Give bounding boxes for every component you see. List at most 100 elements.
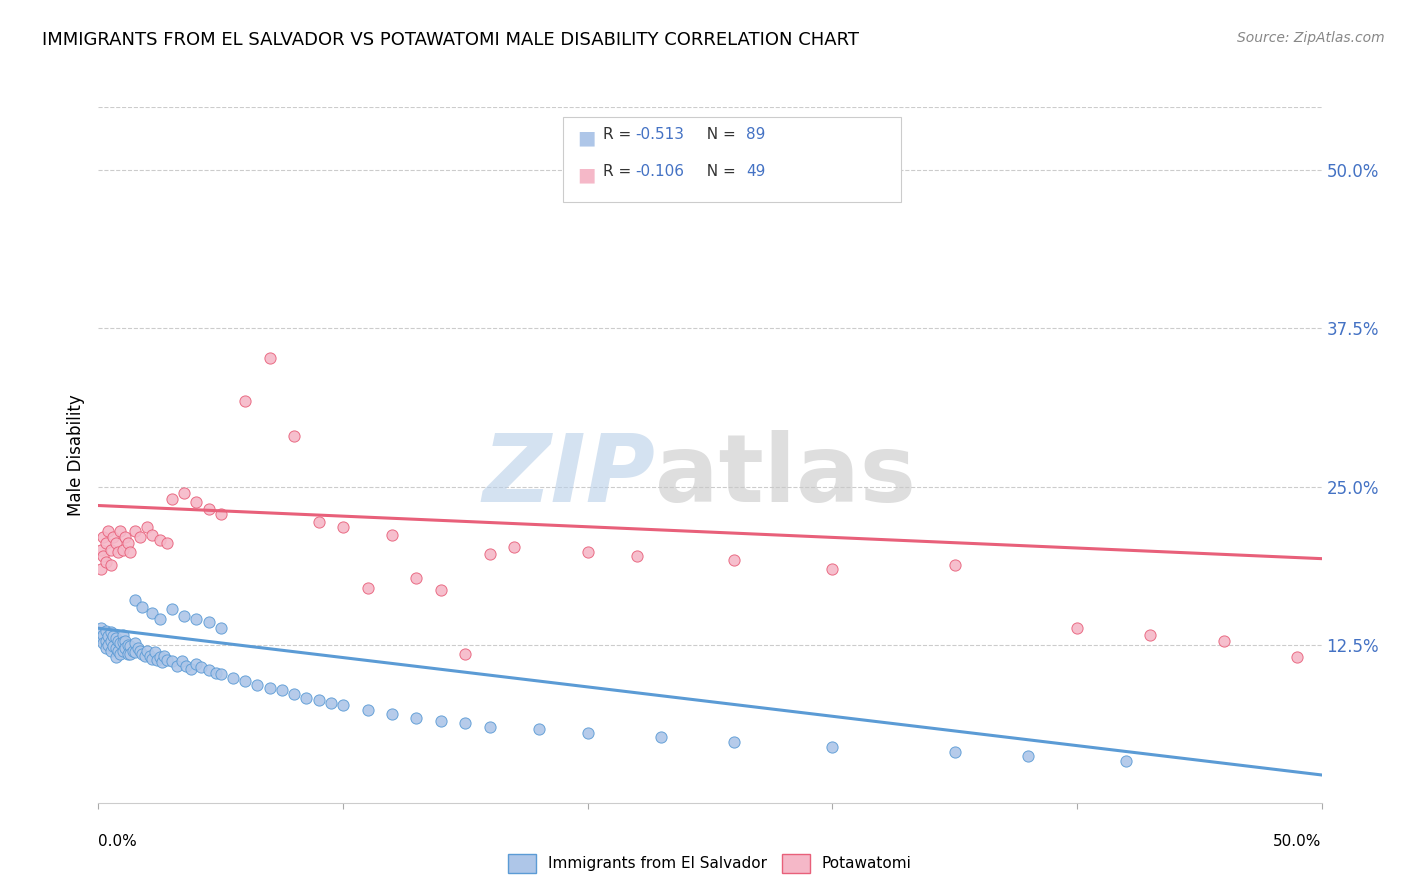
Point <box>222 671 245 685</box>
Point <box>503 541 526 555</box>
Point <box>124 636 146 650</box>
Point <box>124 593 146 607</box>
Point <box>205 665 228 680</box>
Point <box>1115 754 1137 768</box>
Legend: Immigrants from El Salvador, Potawatomi: Immigrants from El Salvador, Potawatomi <box>502 847 918 879</box>
Text: -0.106: -0.106 <box>636 164 683 179</box>
Point <box>120 647 142 661</box>
Text: ZIP: ZIP <box>482 430 655 522</box>
Point <box>153 648 176 663</box>
Point <box>101 639 124 653</box>
Point <box>186 612 208 626</box>
Point <box>233 393 256 408</box>
Point <box>90 621 112 635</box>
Point <box>1212 633 1234 648</box>
Point <box>527 723 550 737</box>
Point <box>454 716 477 731</box>
Text: IMMIGRANTS FROM EL SALVADOR VS POTAWATOMI MALE DISABILITY CORRELATION CHART: IMMIGRANTS FROM EL SALVADOR VS POTAWATOM… <box>42 31 859 49</box>
Point <box>186 494 208 508</box>
Point <box>173 486 195 500</box>
Point <box>131 647 153 661</box>
Point <box>100 644 122 658</box>
Point <box>405 711 427 725</box>
Point <box>134 648 156 663</box>
Point <box>149 650 172 665</box>
Point <box>478 720 501 734</box>
Point <box>104 536 127 550</box>
Point <box>197 502 219 516</box>
Point <box>430 714 453 728</box>
Point <box>120 545 142 559</box>
Point <box>111 635 134 649</box>
Point <box>110 636 132 650</box>
Point <box>124 645 146 659</box>
Point <box>454 647 477 661</box>
Text: ■: ■ <box>578 165 596 185</box>
Point <box>319 696 342 710</box>
Point <box>943 745 966 759</box>
Point <box>117 536 139 550</box>
Text: R =: R = <box>603 128 636 143</box>
Point <box>259 351 281 365</box>
Point <box>156 653 179 667</box>
Point <box>332 698 354 713</box>
Text: atlas: atlas <box>655 430 915 522</box>
Point <box>332 520 354 534</box>
Point <box>576 726 599 740</box>
Point <box>160 654 183 668</box>
Point <box>233 674 256 689</box>
Point <box>121 644 143 658</box>
Y-axis label: Male Disability: Male Disability <box>67 394 86 516</box>
Point <box>308 693 330 707</box>
Point <box>209 621 232 635</box>
Point <box>141 527 163 541</box>
Point <box>156 536 179 550</box>
Point <box>308 515 330 529</box>
Point <box>97 524 120 538</box>
Point <box>190 660 212 674</box>
Point <box>149 533 172 547</box>
Point <box>94 624 117 638</box>
Text: 50.0%: 50.0% <box>1274 834 1322 849</box>
Point <box>100 625 122 640</box>
Point <box>209 666 232 681</box>
Point <box>723 553 745 567</box>
Point <box>146 653 169 667</box>
Point <box>943 558 966 572</box>
Point <box>149 612 172 626</box>
Point <box>170 654 193 668</box>
Point <box>405 571 427 585</box>
Point <box>129 530 152 544</box>
Point <box>97 629 120 643</box>
Point <box>141 651 163 665</box>
Point <box>91 636 114 650</box>
Point <box>1017 749 1039 764</box>
Point <box>110 524 132 538</box>
Point <box>381 527 404 541</box>
Point <box>104 641 127 656</box>
Point <box>94 641 117 656</box>
Point <box>246 678 269 692</box>
Point <box>356 581 378 595</box>
Point <box>94 556 117 570</box>
Point <box>1286 650 1309 665</box>
Point <box>129 644 152 658</box>
Point <box>650 730 672 744</box>
Point <box>94 633 117 648</box>
Text: 89: 89 <box>747 128 765 143</box>
Point <box>166 659 188 673</box>
Point <box>180 662 202 676</box>
Point <box>97 638 120 652</box>
Point <box>124 524 146 538</box>
Point <box>270 683 294 698</box>
Point <box>91 530 114 544</box>
Point <box>1139 627 1161 641</box>
Point <box>173 608 195 623</box>
Point <box>90 632 112 646</box>
Point <box>430 583 453 598</box>
Point <box>197 615 219 629</box>
Point <box>117 638 139 652</box>
Text: 0.0%: 0.0% <box>98 834 138 849</box>
Point <box>143 645 166 659</box>
Text: -0.513: -0.513 <box>636 128 683 143</box>
